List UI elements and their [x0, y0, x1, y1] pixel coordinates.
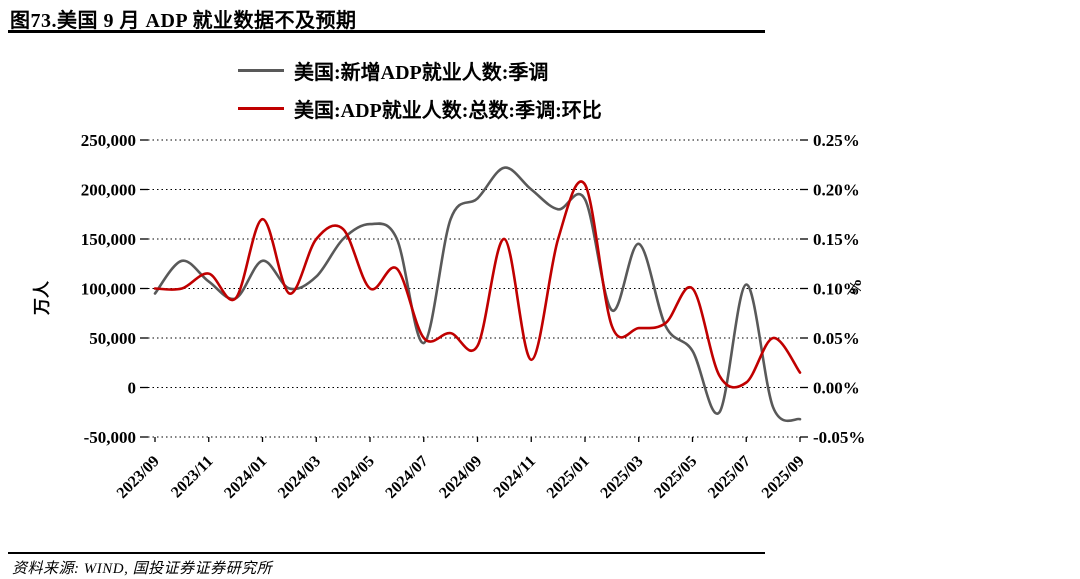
x-axis-tick-label: 2024/05 [329, 453, 378, 502]
left-axis-tick-label: 200,000 [81, 181, 136, 200]
x-axis-tick-label: 2023/09 [114, 453, 163, 502]
source-note: 资料来源: WIND, 国投证券证券研究所 [12, 561, 273, 577]
x-axis-tick-label: 2024/01 [221, 453, 270, 502]
title-divider [8, 30, 765, 33]
x-axis-tick-label: 2023/11 [168, 453, 216, 501]
left-axis-unit-label: 万人 [32, 281, 52, 315]
right-axis-tick-label: 0.05% [813, 329, 860, 348]
figure-title: 图73.美国 9 月 ADP 就业数据不及预期 [10, 10, 357, 32]
x-axis-tick-label: 2024/07 [382, 453, 431, 502]
left-axis-tick-label: 150,000 [81, 230, 136, 249]
series-line-adp-mom [153, 180, 802, 389]
right-axis-unit-label: % [846, 278, 865, 296]
left-axis-tick-label: 50,000 [89, 329, 136, 348]
axis-ticks [140, 139, 808, 442]
axis-tick-labels: 250,000 0.25% 200,000 0.20% 150,000 0.15% 100,… [81, 131, 866, 502]
legend-item-adp-mom: 美国:ADP就业人数:总数:季调:环比 [238, 94, 602, 123]
left-axis-tick-label: -50,000 [84, 428, 136, 447]
right-axis-tick-label: 0.20% [813, 181, 860, 200]
x-axis-tick-label: 2025/01 [544, 453, 593, 502]
left-axis-tick-label: 0 [128, 379, 137, 398]
x-axis-tick-label: 2025/07 [705, 453, 754, 502]
right-axis-tick-label: 0.15% [813, 230, 860, 249]
right-axis-tick-label: 0.00% [813, 379, 860, 398]
chart-legend: 美国:新增ADP就业人数:季调 美国:ADP就业人数:总数:季调:环比 [238, 56, 602, 123]
x-axis-tick-label: 2025/09 [759, 453, 808, 502]
x-axis-tick-label: 2024/11 [491, 453, 539, 501]
right-axis-tick-label: 0.10% [813, 280, 860, 299]
x-axis-tick-label: 2025/03 [597, 453, 646, 502]
x-axis-tick-label: 2025/05 [651, 453, 700, 502]
right-axis-tick-label: -0.05% [813, 428, 865, 447]
left-axis-tick-label: 250,000 [81, 131, 136, 150]
gridlines [148, 139, 800, 438]
right-axis-tick-label: 0.25% [813, 131, 860, 150]
series-line-new-adp [153, 166, 802, 423]
x-axis-tick-label: 2024/09 [436, 453, 485, 502]
legend-label-adp-mom: 美国:ADP就业人数:总数:季调:环比 [294, 100, 602, 122]
legend-item-new-adp: 美国:新增ADP就业人数:季调 [238, 56, 602, 85]
left-axis-tick-label: 100,000 [81, 280, 136, 299]
gray-line-swatch-icon [238, 69, 284, 72]
footer-divider [8, 552, 765, 554]
red-line-swatch-icon [238, 107, 284, 110]
legend-label-new-adp: 美国:新增ADP就业人数:季调 [294, 62, 549, 84]
x-axis-tick-label: 2024/03 [275, 453, 324, 502]
